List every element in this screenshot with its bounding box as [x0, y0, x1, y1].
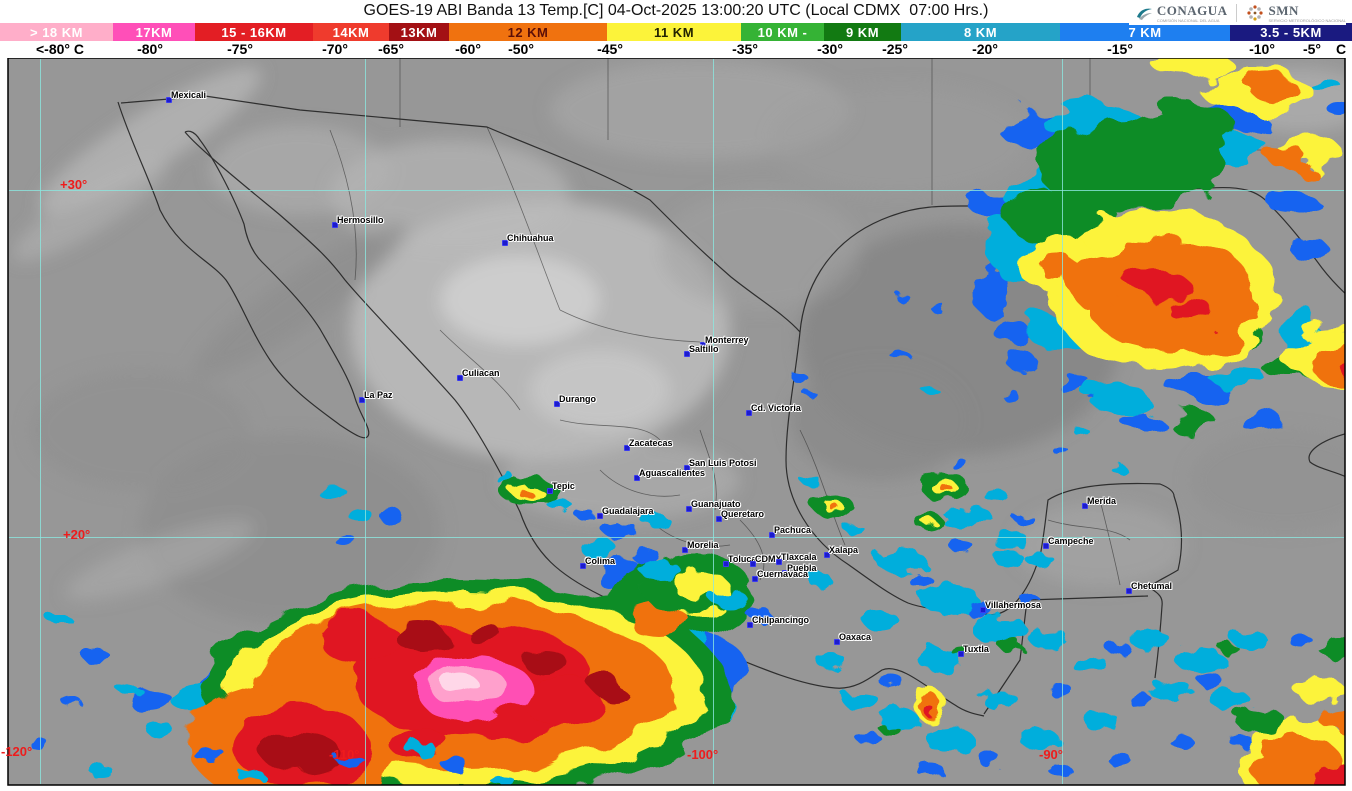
smn-logo-subtext: SERVICIO METEOROLÓGICO NACIONAL: [1268, 18, 1347, 23]
storm-central-cells: [495, 373, 1054, 622]
temp-scale-label: -60°: [455, 41, 481, 57]
storm-southeast-speckles: [808, 511, 1345, 785]
storm-gulf-florida: [970, 58, 1345, 430]
temp-scale-label: <-80° C: [35, 41, 85, 57]
temp-scale-label: -75°: [227, 41, 253, 57]
legend-segment: > 18 KM: [0, 23, 113, 41]
temp-scale-label: -50°: [508, 41, 534, 57]
cloud-height-legend: > 18 KM 17KM 15 - 16KM 14KM 13KM 12 KM 11 KM 10…: [0, 23, 1352, 41]
legend-segment: 10 KM -: [741, 23, 824, 41]
legend-segment: 7 KM: [1060, 23, 1230, 41]
sparse-speckles: [30, 296, 1128, 783]
logo-divider: [1235, 4, 1237, 22]
legend-segment: 9 KM: [824, 23, 901, 41]
smn-logo-text: SMN: [1268, 3, 1299, 18]
temp-scale-label: -25°: [882, 41, 908, 57]
temp-scale-label: -10°: [1249, 41, 1275, 57]
conagua-logo-subtext: COMISIÓN NACIONAL DEL AGUA: [1156, 18, 1220, 23]
temp-scale-label: -5°: [1302, 41, 1322, 57]
temp-scale-label: -80°: [137, 41, 163, 57]
page-title: GOES-19 ABI Banda 13 Temp.[C] 04-Oct-202…: [0, 0, 1352, 23]
legend-segment: 17KM: [113, 23, 195, 41]
legend-segment: 12 KM: [449, 23, 607, 41]
temp-scale-label: -65°: [378, 41, 404, 57]
temp-scale-label: -35°: [732, 41, 758, 57]
legend-segment: 3.5 - 5KM: [1230, 23, 1352, 41]
legend-segment: 13KM: [389, 23, 449, 41]
legend-segment: 8 KM: [901, 23, 1060, 41]
temp-scale-label: -20°: [972, 41, 998, 57]
conagua-wave-icon: [1136, 8, 1152, 20]
temp-scale-label: C: [1335, 41, 1347, 57]
temp-scale-label: -45°: [597, 41, 623, 57]
temperature-scale: <-80° C -80° -75° -70° -65° -60° -50° -45° -35° -…: [0, 41, 1352, 58]
conagua-logo-text: CONAGUA: [1156, 3, 1228, 18]
legend-segment: 14KM: [313, 23, 389, 41]
agency-logos: CONAGUA COMISIÓN NACIONAL DEL AGUA SMN S…: [1128, 1, 1347, 25]
temp-scale-label: -30°: [817, 41, 843, 57]
legend-segment: 15 - 16KM: [195, 23, 313, 41]
smn-logo: SMN SERVICIO METEOROLÓGICO NACIONAL: [1245, 3, 1347, 23]
smn-swirl-icon: [1246, 5, 1263, 21]
temp-scale-label: -15°: [1107, 41, 1133, 57]
temp-scale-label: -70°: [322, 41, 348, 57]
conagua-logo: CONAGUA COMISIÓN NACIONAL DEL AGUA: [1135, 3, 1228, 23]
legend-segment: 11 KM: [607, 23, 741, 41]
